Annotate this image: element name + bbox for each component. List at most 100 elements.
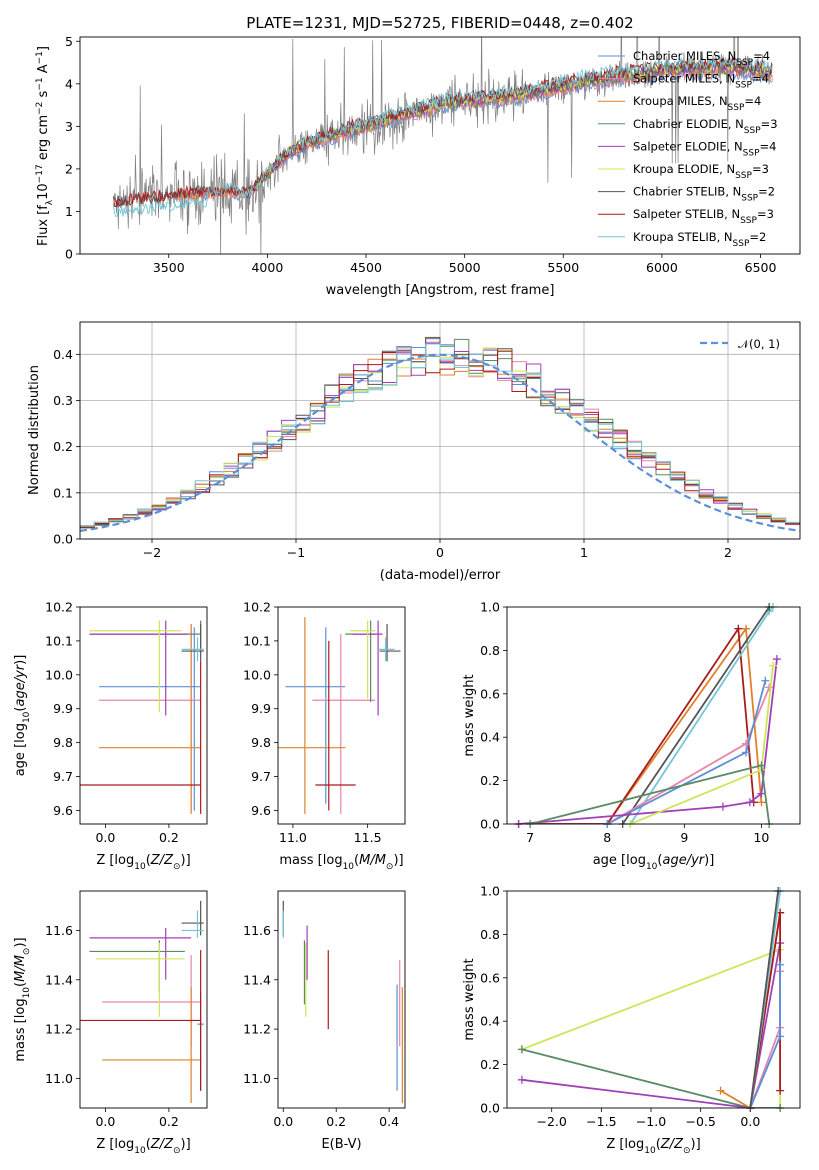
weight-marker-chabrier_miles (761, 676, 770, 685)
mass_vs_Z-frame (79, 890, 208, 1109)
x-tick-label: 0.2 (326, 1114, 346, 1129)
y-tick-label: 0.2 (480, 773, 500, 788)
x-tick-label: 4500 (350, 260, 382, 275)
age_vs_mass-frame (277, 606, 406, 825)
y-tick-label: 0.1 (53, 485, 73, 500)
mass_vs_ebv-xlabel: E(B-V) (321, 1137, 361, 1152)
y-tick-label: 0.0 (53, 532, 73, 547)
label-part: Z [log (96, 1137, 134, 1152)
label-part: )] (13, 655, 28, 665)
x-tick-label: 2 (724, 545, 732, 560)
weight-marker-kroupa_miles (757, 798, 766, 807)
label-part: SSP (740, 216, 757, 226)
y-tick-label: 0.8 (480, 927, 500, 942)
hist-kroupa_miles (80, 336, 800, 528)
y-tick-label: 0.4 (480, 730, 500, 745)
weight-marker-chabrier_miles (742, 748, 751, 757)
weight-marker-salpeter_elodie (757, 789, 766, 798)
residuals-xlabel: (data-model)/error (380, 568, 501, 583)
x-tick-label: −0.5 (685, 1114, 715, 1129)
label-part: Z/Z (660, 1137, 684, 1152)
x-tick-label: 0.2 (159, 1114, 179, 1129)
y-tick-label: 10.1 (45, 633, 73, 648)
x-tick-label: 6500 (745, 260, 777, 275)
label-part: =4 (752, 72, 769, 86)
weight_vs_age-xlabel: age [log10(age/yr)] (593, 853, 715, 872)
weight-marker-salpeter_stelib (776, 1086, 785, 1095)
spectrum-xlabel: wavelength [Angstrom, rest frame] (326, 283, 555, 298)
x-tick-label: 11.5 (354, 830, 382, 845)
label-part: 10 (134, 862, 146, 872)
label-part: −17 (35, 164, 45, 183)
residuals-frame (79, 321, 801, 540)
y-tick-label: 9.9 (53, 701, 73, 716)
y-tick-label: 1 (65, 204, 73, 219)
label-part: Z [log (606, 1137, 644, 1152)
label-part: SSP (741, 194, 758, 204)
label-part: 10 (134, 1146, 146, 1156)
hist-kroupa_stelib (80, 343, 800, 527)
x-tick-label: −2.0 (537, 1114, 567, 1129)
residuals-legend: 𝒩(0, 1) (700, 337, 780, 351)
weight-marker-chabrier_elodie (517, 1045, 526, 1054)
label-part: ⊙ (22, 948, 32, 956)
y-tick-label: 11.4 (45, 972, 73, 987)
label-part: A (36, 64, 51, 77)
x-tick-label: 11.0 (279, 830, 307, 845)
y-tick-label: 11.4 (243, 972, 271, 987)
label-part: ⊙ (173, 862, 181, 872)
label-part: SSP (735, 81, 752, 91)
y-tick-label: 9.9 (251, 701, 271, 716)
y-tick-label: 0.0 (480, 1101, 500, 1116)
x-tick-label: 0.0 (740, 1114, 760, 1129)
weight-line-kroupa_stelib (629, 607, 774, 824)
label-part: Chabrier STELIB, N (633, 185, 741, 199)
legend-label-kroupa_miles: Kroupa MILES, NSSP=4 (633, 94, 761, 113)
weight-marker-salpeter_elodie (745, 798, 754, 807)
weight_vs_age-ylabel: mass weight (462, 674, 477, 756)
label-part: Chabrier MILES, N (633, 49, 736, 63)
label-part: )] (393, 853, 403, 868)
y-tick-label: 0.2 (53, 439, 73, 454)
label-part: −2 (35, 102, 45, 115)
x-tick-label: 5000 (449, 260, 481, 275)
x-tick-label: 0 (436, 545, 444, 560)
x-tick-label: 6000 (646, 260, 678, 275)
legend-label-salpeter_miles: Salpeter MILES, NSSP=4 (633, 72, 769, 91)
label-part: Salpeter MILES, N (633, 72, 735, 86)
label-part: )] (13, 937, 28, 947)
legend-label-salpeter_elodie: Salpeter ELODIE, NSSP=4 (633, 139, 776, 158)
x-tick-label: 0.0 (273, 1114, 293, 1129)
label-part: =2 (749, 230, 766, 244)
model-kroupa_stelib (113, 54, 773, 218)
label-part: s (36, 90, 51, 101)
label-part: =4 (744, 94, 761, 108)
legend-label-chabrier_miles: Chabrier MILES, NSSP=4 (633, 49, 770, 68)
y-tick-label: 4 (65, 76, 73, 91)
label-part: 10 (22, 711, 32, 723)
age_vs_Z-ylabel: age [log10(age/yr)] (13, 655, 32, 777)
label-part: ⊙ (683, 1146, 691, 1156)
y-tick-label: 11.0 (243, 1071, 271, 1086)
weight_vs_age-frame (506, 606, 801, 825)
gauss-legend-label: 𝒩(0, 1) (738, 337, 780, 351)
label-part: age [log (13, 723, 28, 776)
label-part: Kroupa ELODIE, N (633, 162, 735, 176)
label-part: SSP (728, 103, 745, 113)
y-tick-label: 1.0 (480, 884, 500, 899)
y-tick-label: 0.0 (480, 817, 500, 832)
label-part: Chabrier ELODIE, N (633, 117, 744, 131)
x-tick-label: 3500 (153, 260, 185, 275)
residuals-axes: −2 −1 0 1 2 0.0 0.1 0.2 0.3 0.4 (53, 322, 801, 560)
x-tick-label: −1.5 (586, 1114, 616, 1129)
weight-line-salpeter_elodie (521, 942, 781, 1108)
label-part: )] (704, 853, 714, 868)
label-part: SSP (744, 126, 761, 136)
weight-marker-kroupa_miles (716, 1086, 725, 1095)
weight_vs_Z-frame (506, 890, 801, 1109)
legend-label-kroupa_elodie: Kroupa ELODIE, NSSP=3 (633, 162, 769, 181)
model-salpeter_stelib (113, 57, 773, 207)
hist-salpeter_stelib (80, 349, 800, 529)
label-part: Z/Z (150, 853, 174, 868)
